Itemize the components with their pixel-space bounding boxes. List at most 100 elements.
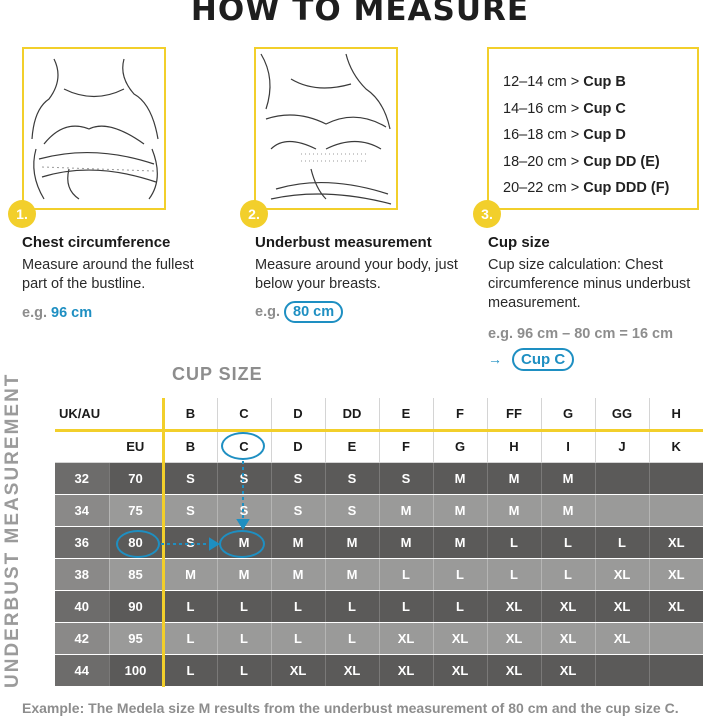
size-cell: M xyxy=(325,526,380,559)
underbust-example-oval: 80 cm xyxy=(284,301,344,323)
uk-band-cell: 44 xyxy=(55,654,110,687)
size-cell: L xyxy=(433,558,488,591)
footnote: Example: The Medela size M results from … xyxy=(22,700,679,716)
eu-cup-cell: B xyxy=(163,430,218,463)
size-cell: L xyxy=(325,590,380,623)
size-cell: M xyxy=(487,462,542,495)
eu-cup-header-row: EU B C D E F G H I J K xyxy=(55,430,703,463)
size-cell xyxy=(595,654,650,687)
step-1-title: Chest circumference xyxy=(22,234,171,251)
size-cell: M xyxy=(217,526,272,559)
size-cell: L xyxy=(487,526,542,559)
size-row: 44 100 L L XL XL XL XL XL XL xyxy=(55,654,703,687)
size-cell: L xyxy=(217,622,272,655)
eu-cup-cell: G xyxy=(433,430,488,463)
size-cell: M xyxy=(541,462,596,495)
size-cell: S xyxy=(163,462,218,495)
uk-band-cell: 38 xyxy=(55,558,110,591)
size-cell: XL xyxy=(649,558,703,591)
uk-cup-cell: DD xyxy=(325,398,380,432)
uk-cup-header-row: UK/AU B C D DD E F FF G GG H xyxy=(55,398,703,432)
size-chart-table: UK/AU B C D DD E F FF G GG H EU B C D E … xyxy=(55,398,703,687)
underbust-measure-illustration xyxy=(260,53,392,205)
eu-cup-cell: I xyxy=(541,430,596,463)
size-cell: L xyxy=(595,526,650,559)
uk-cup-cell: F xyxy=(433,398,488,432)
page-title: HOW TO MEASURE xyxy=(190,0,530,28)
size-cell: XL xyxy=(379,622,434,655)
size-cell: M xyxy=(379,526,434,559)
size-cell: S xyxy=(325,494,380,527)
size-cell: S xyxy=(271,462,326,495)
eu-cup-cell: E xyxy=(325,430,380,463)
cup-range-panel: 12–14 cm > Cup B 14–16 cm > Cup C 16–18 … xyxy=(487,47,699,210)
cup-range-row: 12–14 cm > Cup B xyxy=(503,74,626,90)
uk-band-cell: 32 xyxy=(55,462,110,495)
size-cell: XL xyxy=(487,622,542,655)
uk-cup-cell: GG xyxy=(595,398,650,432)
uk-band-cell: 34 xyxy=(55,494,110,527)
step-3-badge: 3. xyxy=(473,200,501,228)
uk-band-cell: 42 xyxy=(55,622,110,655)
size-cell: L xyxy=(379,558,434,591)
size-row: 42 95 L L L L XL XL XL XL XL xyxy=(55,622,703,655)
uk-cup-cell: C xyxy=(217,398,272,432)
uk-header: UK/AU xyxy=(55,398,109,432)
eu-band-cell: 75 xyxy=(109,494,165,527)
size-cell: XL xyxy=(325,654,380,687)
size-cell: L xyxy=(163,622,218,655)
size-cell: XL xyxy=(541,654,596,687)
size-cell: L xyxy=(541,558,596,591)
size-row: 40 90 L L L L L L XL XL XL XL xyxy=(55,590,703,623)
arrow-right-icon: → xyxy=(488,351,502,367)
size-cell: XL xyxy=(649,526,703,559)
cup-range-row: 14–16 cm > Cup C xyxy=(503,100,626,117)
size-cell: XL xyxy=(595,558,650,591)
size-cell xyxy=(595,494,650,527)
size-cell: XL xyxy=(541,590,596,623)
step-3-title: Cup size xyxy=(488,234,550,251)
size-cell: S xyxy=(217,462,272,495)
step-3-desc: Cup size calculation: Chest circumferenc… xyxy=(488,257,691,311)
size-cell: L xyxy=(379,590,434,623)
uk-cup-cell: E xyxy=(379,398,434,432)
size-cell: M xyxy=(325,558,380,591)
size-cell: S xyxy=(325,462,380,495)
eu-cup-cell: K xyxy=(649,430,703,463)
eu-band-cell: 85 xyxy=(109,558,165,591)
size-cell: S xyxy=(163,526,218,559)
cup-result: → Cup C xyxy=(488,348,575,371)
size-cell xyxy=(649,622,703,655)
size-cell: L xyxy=(433,590,488,623)
step-1-desc: Measure around the fullest part of the b… xyxy=(22,257,194,292)
size-cell: XL xyxy=(649,590,703,623)
step-2-badge: 2. xyxy=(240,200,268,228)
size-cell: M xyxy=(541,494,596,527)
size-cell: S xyxy=(163,494,218,527)
size-cell: S xyxy=(271,494,326,527)
cup-range-row: 18–20 cm > Cup DD (E) xyxy=(503,153,660,170)
step-1-badge: 1. xyxy=(8,200,36,228)
eu-band-cell: 70 xyxy=(109,462,165,495)
eu-cup-cell: J xyxy=(595,430,650,463)
size-row: 34 75 S S S S M M M M xyxy=(55,494,703,527)
size-cell: L xyxy=(271,590,326,623)
size-cell: XL xyxy=(271,654,326,687)
underbust-axis-label: UNDERBUST MEASUREMENT xyxy=(2,372,23,688)
eu-cup-cell: C xyxy=(217,430,272,463)
uk-cup-cell: FF xyxy=(487,398,542,432)
header-blank xyxy=(55,430,109,463)
size-cell: M xyxy=(433,462,488,495)
eu-cup-cell: D xyxy=(271,430,326,463)
header-blank xyxy=(109,398,165,432)
size-cell: L xyxy=(325,622,380,655)
size-row: 36 80 S M M M M M L L L XL xyxy=(55,526,703,559)
eu-header: EU xyxy=(109,430,165,463)
size-cell: XL xyxy=(595,590,650,623)
underbust-illustration-panel xyxy=(254,47,398,210)
uk-band-cell: 40 xyxy=(55,590,110,623)
eu-cup-cell: H xyxy=(487,430,542,463)
size-cell: M xyxy=(217,558,272,591)
size-cell: XL xyxy=(487,654,542,687)
size-cell: M xyxy=(487,494,542,527)
